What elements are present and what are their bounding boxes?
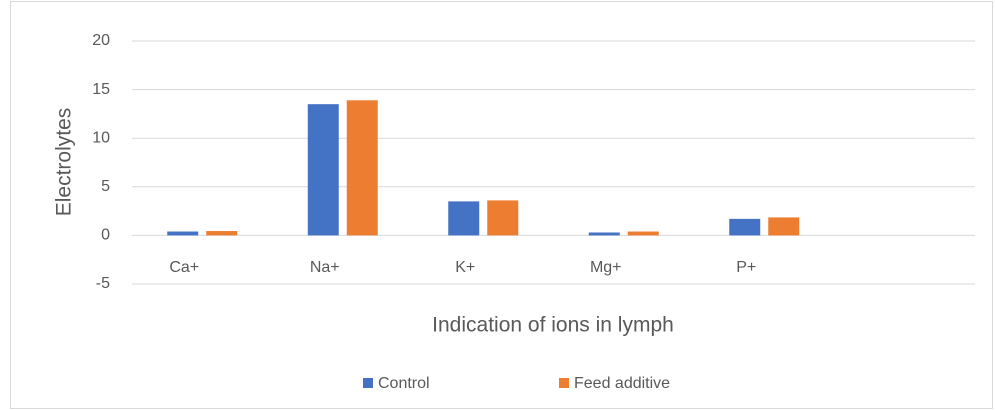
x-tick-label: Ca+ [169, 259, 199, 276]
legend-swatch [363, 378, 373, 388]
y-tick-label: 20 [92, 32, 110, 49]
x-tick-label: Mg+ [590, 259, 622, 276]
bar [729, 218, 761, 236]
legend-swatch [559, 378, 569, 388]
bar [206, 231, 238, 236]
bar [307, 104, 339, 236]
y-tick-label: 10 [92, 129, 110, 146]
x-tick-label: P+ [736, 259, 756, 276]
bar [588, 232, 620, 236]
x-tick-label: Na+ [310, 259, 340, 276]
x-axis-title: Indication of ions in lymph [432, 314, 674, 337]
y-tick-label: 15 [92, 81, 110, 98]
x-tick-label: K+ [455, 259, 475, 276]
y-axis-title: Electrolytes [53, 108, 76, 217]
legend-label: Feed additive [574, 375, 670, 392]
bar [768, 217, 800, 236]
bar [346, 100, 378, 236]
y-tick-label: -5 [96, 275, 110, 292]
bar [627, 231, 659, 236]
bar [448, 201, 480, 236]
bar [167, 231, 199, 236]
bar [487, 200, 519, 236]
y-tick-label: 5 [101, 178, 110, 195]
legend-label: Control [378, 375, 430, 392]
y-tick-label: 0 [101, 227, 110, 244]
